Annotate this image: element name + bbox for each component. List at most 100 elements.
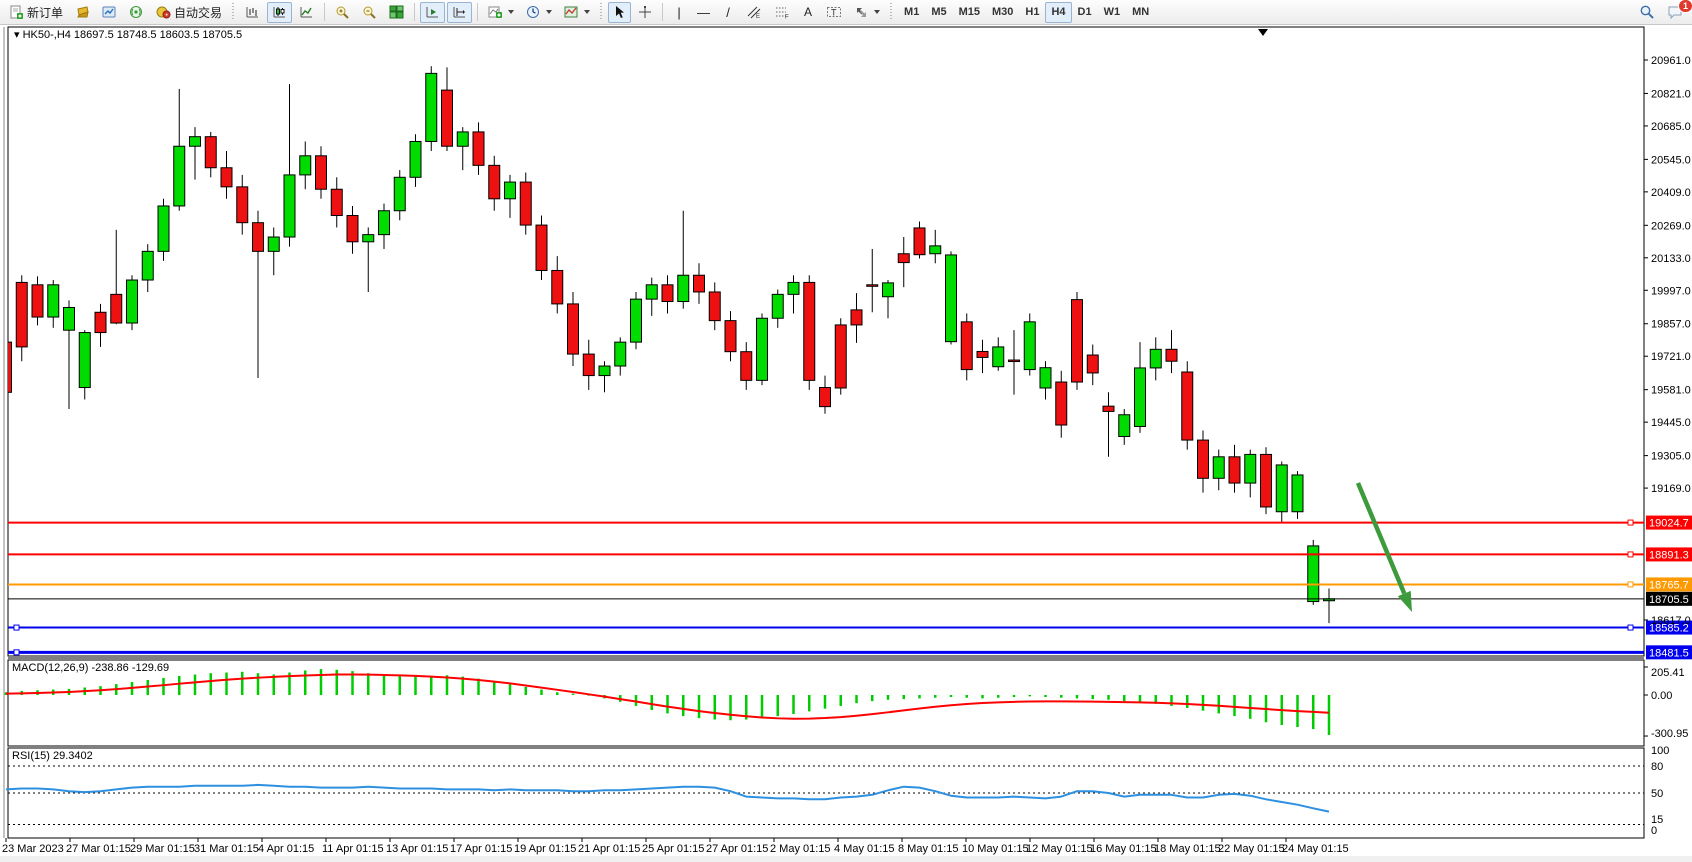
candle-body (976, 350, 989, 358)
x-axis-label[interactable]: 13 Apr 01:15 (386, 843, 448, 855)
x-axis-label[interactable]: 23 Mar 2023 (2, 843, 64, 855)
candle-body (551, 269, 564, 305)
rsi-axis-label: 15 (1651, 814, 1663, 826)
line-anchor-marker[interactable] (13, 649, 20, 656)
candle-body (598, 365, 611, 377)
bar-chart-button[interactable] (240, 2, 265, 23)
fibonacci-button[interactable]: F (769, 2, 795, 23)
trendline-button[interactable]: / (717, 2, 739, 23)
line-anchor-marker[interactable] (1627, 519, 1634, 526)
x-axis-label[interactable]: 10 May 01:15 (962, 843, 1029, 855)
x-axis-label[interactable]: 31 Mar 01:15 (194, 843, 259, 855)
candle-body (630, 298, 642, 343)
candle-body (283, 174, 296, 238)
candle-body (220, 167, 233, 188)
indicators-button[interactable] (483, 2, 519, 23)
candlestick-icon (273, 7, 286, 18)
timeframe-button-h1[interactable]: H1 (1025, 6, 1040, 18)
price-badge (1646, 577, 1692, 592)
vline-button[interactable]: | (668, 2, 690, 23)
x-axis-label[interactable]: 29 Mar 01:15 (130, 843, 195, 855)
timeframe-button-m15[interactable]: M15 (958, 6, 980, 18)
zoom-out-button[interactable] (357, 2, 382, 23)
toolbar-drag-handle[interactable] (889, 3, 895, 21)
x-axis-label[interactable]: 16 May 01:15 (1090, 843, 1157, 855)
x-axis-label[interactable]: 24 May 01:15 (1282, 843, 1349, 855)
y-axis-label: 20269.0 (1651, 220, 1691, 232)
market-window-button[interactable] (97, 2, 122, 23)
chart-shift-button[interactable] (447, 1, 473, 23)
x-axis-label[interactable]: 4 Apr 01:15 (258, 843, 314, 855)
line-anchor-marker[interactable] (1627, 551, 1634, 558)
crosshair-button[interactable] (633, 2, 657, 23)
gold-button[interactable] (70, 2, 95, 23)
candle-body (94, 311, 107, 334)
signals-button[interactable] (124, 2, 149, 23)
x-axis-label[interactable]: 27 Apr 01:15 (706, 843, 768, 855)
timeframe-button-d1[interactable]: D1 (1077, 6, 1092, 18)
x-axis-label[interactable]: 12 May 01:15 (1026, 843, 1093, 855)
macd-axis-label: 205.41 (1651, 667, 1685, 679)
y-axis-label: 20409.0 (1651, 187, 1691, 199)
timeframe-button-h4[interactable]: H4 (1045, 1, 1072, 23)
line-anchor-marker[interactable] (1627, 624, 1634, 631)
trend-arrow-head[interactable] (1397, 590, 1412, 612)
autotrade-button[interactable]: 自动交易 (151, 2, 227, 23)
indicators-icon (488, 6, 503, 18)
candle-body (1197, 439, 1209, 479)
new-order-button[interactable]: 新订单 (4, 2, 68, 23)
x-axis-label[interactable]: 18 May 01:15 (1154, 843, 1221, 855)
candle-body (63, 306, 75, 331)
x-axis-label[interactable]: 2 May 01:15 (770, 843, 831, 855)
x-axis-label[interactable]: 19 Apr 01:15 (514, 843, 576, 855)
x-axis-label[interactable]: 4 May 01:15 (834, 843, 895, 855)
candle-body (47, 284, 60, 318)
hline-button[interactable]: — (692, 2, 715, 23)
x-axis-label[interactable]: 8 May 01:15 (898, 843, 959, 855)
channel-button[interactable]: E (741, 2, 767, 23)
autotrade-label: 自动交易 (174, 5, 223, 20)
candlestick-button[interactable] (267, 1, 293, 23)
main-chart-panel[interactable] (7, 26, 1645, 657)
candle-body (803, 281, 816, 381)
x-axis-label[interactable]: 17 Apr 01:15 (450, 843, 512, 855)
candle-body (866, 284, 879, 287)
template-button[interactable] (559, 2, 595, 23)
toolbar-drag-handle[interactable] (231, 3, 237, 21)
chart-shift-marker[interactable] (1258, 29, 1268, 36)
toolbar-drag-handle[interactable] (599, 3, 605, 21)
label-button[interactable]: T (821, 2, 847, 23)
tile-windows-button[interactable] (384, 2, 409, 23)
candle-body (1307, 545, 1320, 603)
x-axis-label[interactable]: 25 Apr 01:15 (642, 843, 704, 855)
x-axis-label[interactable]: 22 May 01:15 (1218, 843, 1285, 855)
line-chart-button[interactable] (294, 2, 319, 23)
new-order-icon (10, 5, 23, 19)
arrows-button[interactable] (849, 2, 885, 23)
x-axis-label[interactable]: 27 Mar 01:15 (66, 843, 131, 855)
x-axis-label[interactable]: 21 Apr 01:15 (578, 843, 640, 855)
auto-scroll-button[interactable] (420, 1, 446, 23)
cursor-button[interactable] (608, 1, 632, 23)
candle-body (488, 164, 501, 200)
line-anchor-marker[interactable] (1627, 581, 1634, 588)
candle-body (78, 332, 91, 389)
timeframe-button-w1[interactable]: W1 (1103, 6, 1121, 18)
line-anchor-marker[interactable] (13, 624, 20, 631)
candle-body (456, 131, 469, 147)
zoom-in-button[interactable] (330, 2, 355, 23)
text-button[interactable]: A (797, 2, 819, 23)
search-button[interactable] (1634, 2, 1660, 23)
rsi-panel[interactable] (7, 747, 1645, 839)
timeframe-button-m1[interactable]: M1 (904, 6, 920, 18)
chat-notification-badge: 1 (1677, 0, 1692, 13)
candle-body (252, 222, 264, 252)
chat-button[interactable]: 1 (1662, 0, 1692, 23)
timeframe-button-m5[interactable]: M5 (931, 6, 947, 18)
timeframe-button-m30[interactable]: M30 (992, 6, 1014, 18)
trend-arrow[interactable] (1355, 482, 1407, 595)
x-axis-label[interactable]: 11 Apr 01:15 (322, 843, 384, 855)
timeframe-button-mn[interactable]: MN (1132, 6, 1150, 18)
period-button[interactable] (521, 2, 557, 23)
